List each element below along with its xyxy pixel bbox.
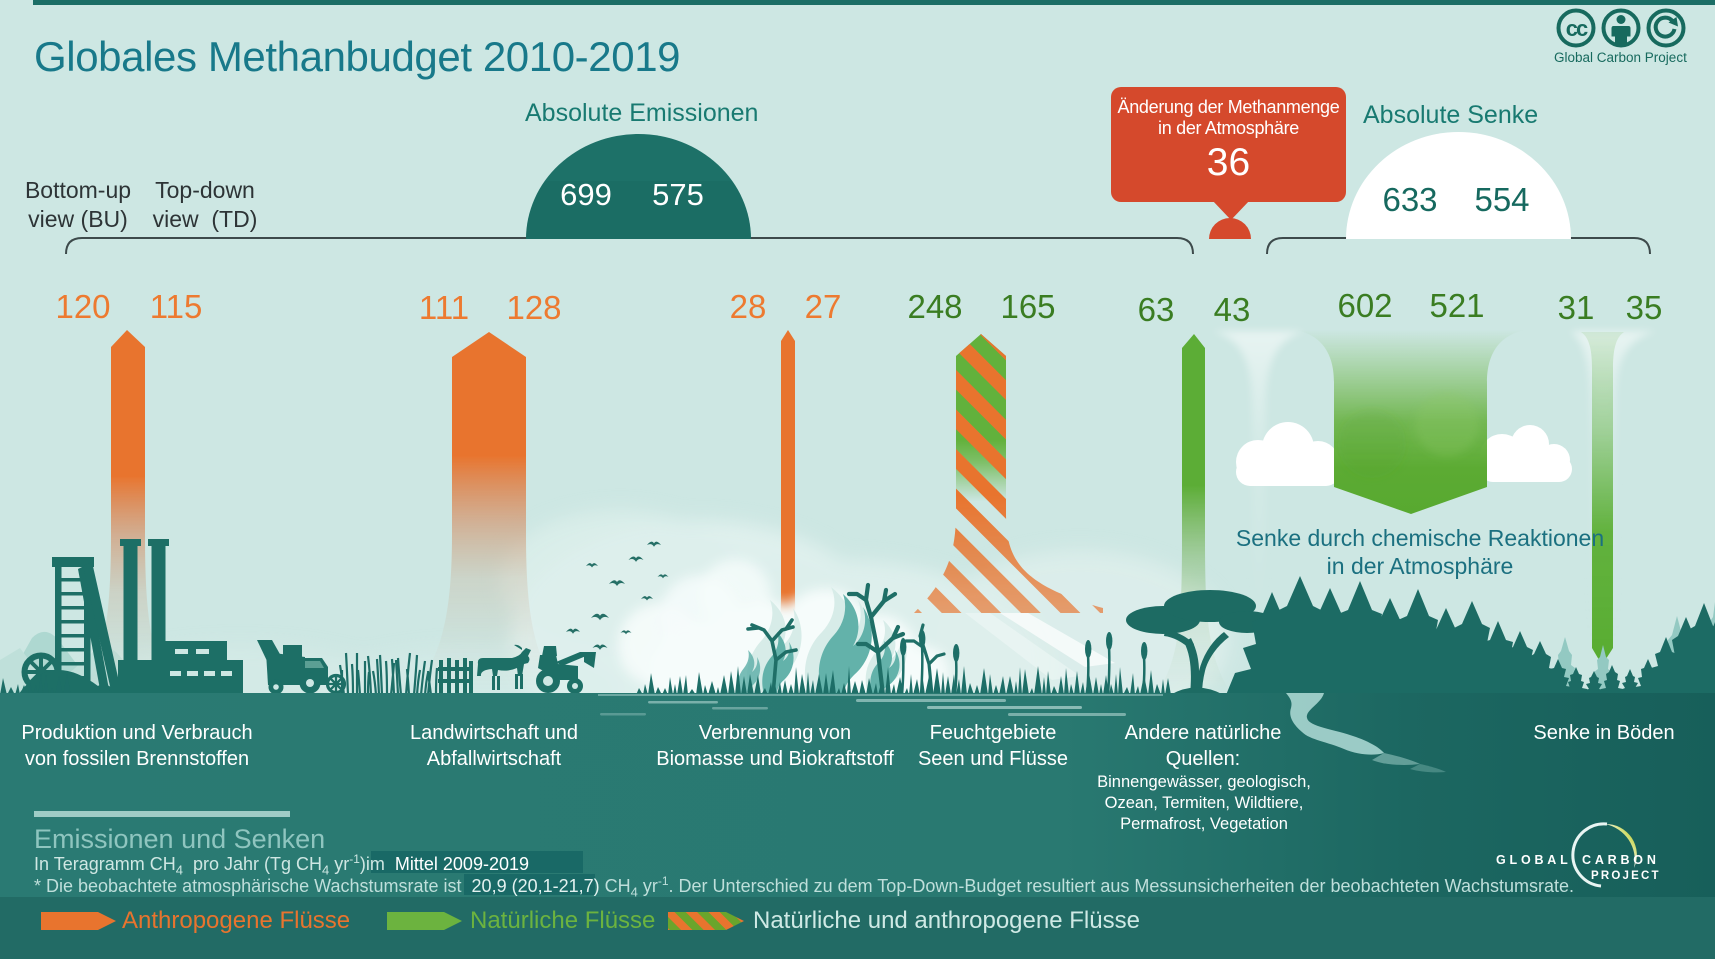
- svg-text:CARBON: CARBON: [1582, 853, 1660, 867]
- svg-text:cc: cc: [1566, 16, 1588, 41]
- svg-text:PROJECT: PROJECT: [1591, 870, 1661, 882]
- svg-text:GLOBAL: GLOBAL: [1496, 853, 1572, 867]
